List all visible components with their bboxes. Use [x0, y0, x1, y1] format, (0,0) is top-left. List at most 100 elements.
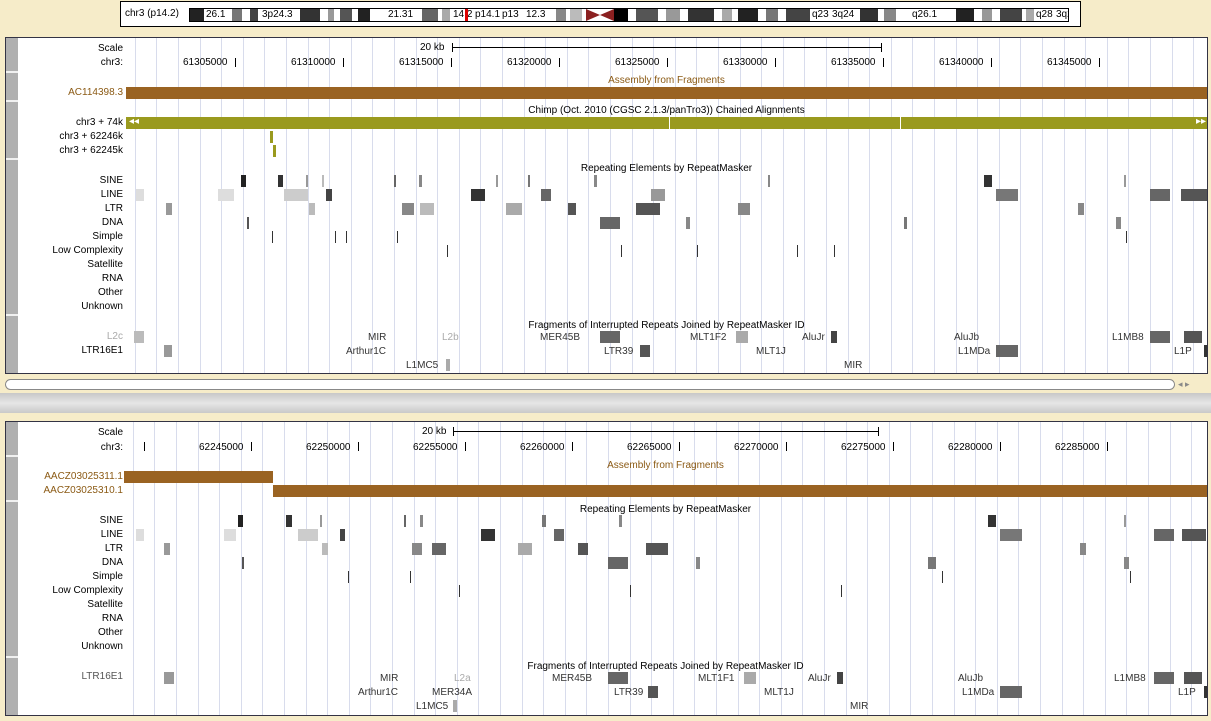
frag-label[interactable]: AluJb [954, 332, 980, 343]
repeat-element-block[interactable] [996, 345, 1018, 357]
repeat-element-block[interactable] [459, 585, 460, 597]
repeat-element-block[interactable] [1184, 331, 1202, 343]
track-image-area[interactable]: 20 kb 61305000 61310000 61315000 6132000… [126, 38, 1207, 373]
frag-label[interactable]: MIR [380, 673, 399, 684]
repeat-element-block[interactable] [996, 189, 1018, 201]
assembly-item-label[interactable]: AACZ03025310.1 [43, 485, 123, 496]
repeat-element-block[interactable] [1182, 529, 1206, 541]
assembly-fragment-bar[interactable] [273, 485, 1207, 497]
repeat-element-block[interactable] [831, 331, 837, 343]
track-image-area[interactable]: 20 kb 62245000 62250000 62255000 6226000… [124, 422, 1207, 715]
frag-label[interactable]: MER45B [540, 332, 581, 343]
repeat-element-block[interactable] [1150, 189, 1170, 201]
chain-alignment-bar[interactable]: ◂◂ ▸▸ [126, 116, 1207, 129]
repeat-element-block[interactable] [600, 331, 620, 343]
repeat-element-block[interactable] [496, 175, 498, 187]
repeat-element-block[interactable] [447, 245, 448, 257]
chain-alignment-bar[interactable] [273, 145, 276, 157]
repeat-element-block[interactable] [697, 245, 698, 257]
repeat-element-block[interactable] [768, 175, 770, 187]
repeat-element-block[interactable] [136, 529, 144, 541]
repeat-element-block[interactable] [420, 515, 423, 527]
repeat-element-block[interactable] [340, 529, 345, 541]
repeat-element-block[interactable] [1078, 203, 1084, 215]
repeat-element-block[interactable] [136, 189, 144, 201]
repeat-element-block[interactable] [346, 231, 347, 243]
repeat-element-block[interactable] [542, 515, 546, 527]
repeat-element-block[interactable] [1124, 515, 1126, 527]
repeat-element-block[interactable] [419, 175, 422, 187]
repeat-element-block[interactable] [1080, 543, 1086, 555]
repeat-element-block[interactable] [272, 231, 273, 243]
repeat-element-block[interactable] [797, 245, 798, 257]
chromosome-ideogram[interactable]: chr3 (p14.2) 26.1 3p24.3 21.31 14.2 p14.… [120, 1, 1081, 27]
repeat-element-block[interactable] [1154, 529, 1174, 541]
repeat-element-block[interactable] [686, 217, 690, 229]
repeat-element-block[interactable] [1126, 231, 1127, 243]
frag-label[interactable]: L1MC5 [406, 360, 439, 371]
chain-alignment-bar[interactable] [270, 131, 273, 143]
frag-label[interactable]: MLT1F1 [698, 673, 735, 684]
repeat-element-block[interactable] [646, 543, 668, 555]
repeat-element-block[interactable] [326, 189, 332, 201]
repeat-element-block[interactable] [394, 175, 396, 187]
repeat-element-block[interactable] [528, 175, 530, 187]
repeat-element-block[interactable] [404, 515, 406, 527]
assembly-item-label[interactable]: AACZ03025311.1 [44, 471, 123, 482]
frag-label[interactable]: MIR [368, 332, 387, 343]
repeat-element-block[interactable] [648, 686, 658, 698]
repeat-element-block[interactable] [738, 203, 750, 215]
repeat-element-block[interactable] [837, 672, 843, 684]
repeat-element-block[interactable] [1184, 672, 1202, 684]
repeat-element-block[interactable] [1130, 571, 1131, 583]
assembly-fragment-bar[interactable] [126, 87, 1207, 99]
repeat-element-block[interactable] [594, 175, 597, 187]
repeat-element-block[interactable] [1000, 529, 1022, 541]
repeat-element-block[interactable] [166, 203, 172, 215]
repeat-element-block[interactable] [1154, 672, 1174, 684]
repeat-element-block[interactable] [1124, 557, 1129, 569]
repeat-element-block[interactable] [241, 175, 246, 187]
frag-label[interactable]: MER34A [432, 687, 473, 698]
repeat-element-block[interactable] [322, 175, 324, 187]
repeat-element-block[interactable] [242, 557, 244, 569]
repeat-element-block[interactable] [348, 571, 349, 583]
frag-label[interactable]: L1MB8 [1114, 673, 1146, 684]
repeat-element-block[interactable] [696, 557, 700, 569]
repeat-element-block[interactable] [578, 543, 588, 555]
frag-label[interactable]: L1MDa [958, 346, 991, 357]
repeat-element-block[interactable] [164, 672, 174, 684]
frag-label[interactable]: MER45B [552, 673, 593, 684]
repeat-element-block[interactable] [134, 331, 144, 343]
frag-label[interactable]: L1MDa [962, 687, 995, 698]
frag-label[interactable]: L2a [454, 673, 471, 684]
frag-label[interactable]: LTR39 [614, 687, 644, 698]
chain-label[interactable]: chr3 + 62245k [59, 145, 123, 156]
repeat-element-block[interactable] [651, 189, 665, 201]
repeat-element-block[interactable] [568, 203, 576, 215]
repeat-element-block[interactable] [397, 231, 398, 243]
repeat-element-block[interactable] [554, 529, 564, 541]
chain-label[interactable]: chr3 + 62246k [59, 131, 123, 142]
repeat-element-block[interactable] [335, 231, 336, 243]
frag-label[interactable]: AluJr [802, 332, 825, 343]
frag-label[interactable]: L1MC5 [416, 701, 449, 712]
repeat-element-block[interactable] [1204, 345, 1207, 357]
scroll-arrows-icon[interactable]: ◂ ▸ [1178, 379, 1190, 389]
repeat-element-block[interactable] [1124, 175, 1126, 187]
frag-left-label[interactable]: LTR16E1 [81, 345, 123, 356]
frag-left-label[interactable]: L2c [106, 331, 123, 342]
repeat-element-block[interactable] [984, 175, 992, 187]
repeat-element-block[interactable] [1204, 686, 1207, 698]
repeat-element-block[interactable] [278, 175, 283, 187]
repeat-element-block[interactable] [841, 585, 842, 597]
track-handle-strip[interactable] [6, 38, 18, 373]
frag-label[interactable]: MLT1F2 [690, 332, 727, 343]
chain-label[interactable]: chr3 + 74k [76, 117, 123, 128]
frag-label[interactable]: MLT1J [756, 346, 786, 357]
repeat-element-block[interactable] [834, 245, 835, 257]
frag-label[interactable]: MIR [844, 360, 863, 371]
frag-label[interactable]: L1P [1174, 346, 1192, 357]
repeat-element-block[interactable] [600, 217, 620, 229]
repeat-element-block[interactable] [224, 529, 236, 541]
